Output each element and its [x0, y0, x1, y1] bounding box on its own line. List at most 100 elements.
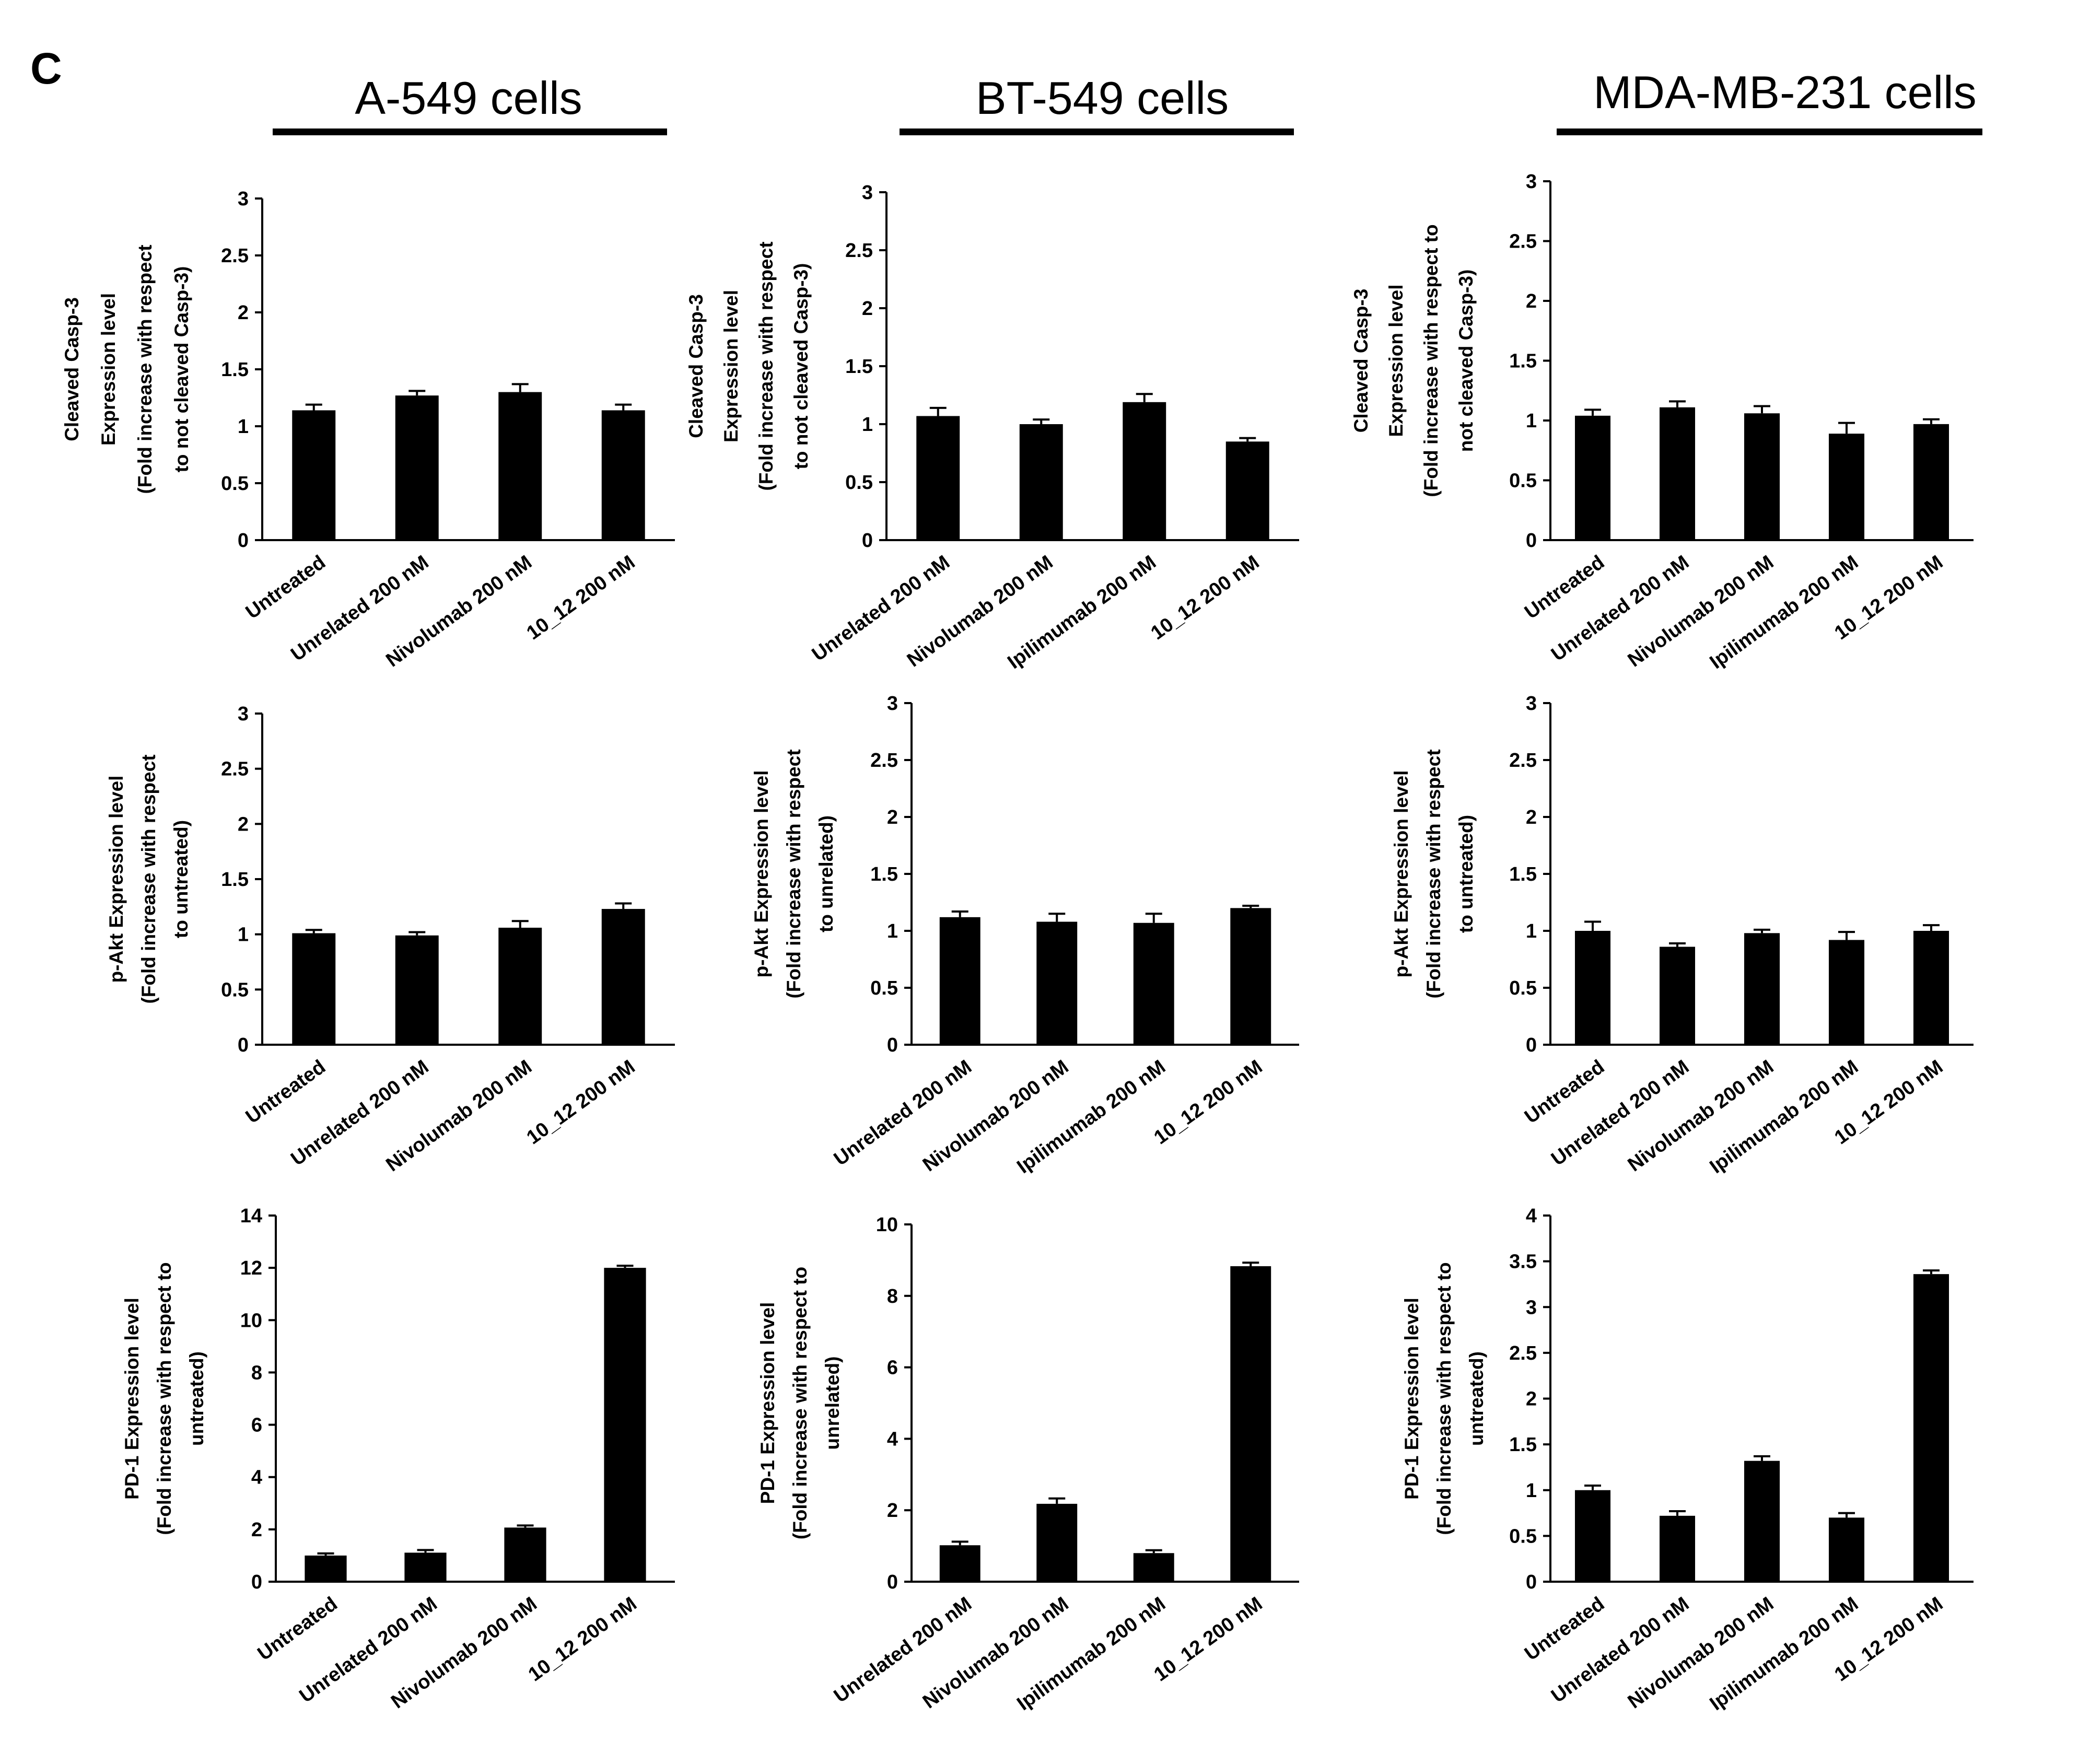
y-axis-label: (Fold increase with respect	[783, 749, 804, 998]
y-axis-label: Cleaved Casp-3	[61, 297, 83, 441]
x-category-label: 10_12 200 nM	[523, 1056, 639, 1149]
y-axis-label: (Fold increase with respect	[755, 241, 777, 490]
bar	[1744, 413, 1780, 540]
y-tick-label: 1	[862, 414, 873, 436]
y-tick-label: 1	[1526, 410, 1537, 432]
bar	[1913, 424, 1949, 540]
column-title-rule-a549	[273, 128, 667, 135]
y-axis-label: to not cleaved Casp-3)	[790, 263, 812, 470]
bar	[1659, 947, 1696, 1045]
y-tick-label: 2	[238, 302, 249, 324]
bar	[1574, 1490, 1611, 1582]
y-axis-label: p-Akt Expression level	[1391, 770, 1412, 978]
x-category-label: Ipilimumab 200 nM	[1706, 1593, 1863, 1715]
bar	[395, 395, 439, 540]
y-tick-label: 8	[251, 1362, 262, 1384]
y-axis-label: PD-1 Expression level	[1401, 1298, 1422, 1500]
x-category-label: Untreated	[242, 551, 330, 623]
bar	[1574, 931, 1611, 1045]
y-tick-label: 2.5	[1509, 750, 1537, 772]
y-tick-label: 3	[238, 703, 249, 725]
y-tick-label: 6	[251, 1415, 262, 1436]
y-axis-label: to unrelated)	[815, 815, 837, 932]
y-tick-label: 0.5	[1509, 977, 1537, 999]
x-category-label: Untreated	[242, 1056, 330, 1128]
y-axis-label: to untreated)	[1455, 815, 1477, 933]
y-tick-label: 2	[1526, 1388, 1537, 1410]
y-axis-label: Expression level	[1385, 284, 1407, 437]
y-tick-label: 0	[1526, 1571, 1537, 1593]
column-title-bt549: BT-549 cells	[976, 72, 1229, 124]
bar	[292, 933, 336, 1045]
y-tick-label: 1	[1526, 920, 1537, 942]
bar	[292, 410, 336, 540]
y-tick-label: 0	[238, 530, 249, 552]
y-tick-label: 2	[887, 1500, 898, 1522]
y-tick-label: 1.5	[845, 356, 873, 378]
y-axis-label: untreated)	[186, 1351, 207, 1446]
bar	[1828, 940, 1865, 1045]
bar	[305, 1555, 347, 1582]
y-tick-label: 3.5	[1509, 1251, 1537, 1273]
y-tick-label: 4	[251, 1467, 262, 1489]
x-category-label: 10_12 200 nM	[1150, 1056, 1267, 1149]
column-title-rule-bt549	[900, 128, 1294, 135]
x-category-label: 10_12 200 nM	[524, 1593, 641, 1686]
y-axis-label: PD-1 Expression level	[757, 1302, 778, 1504]
y-tick-label: 8	[887, 1286, 898, 1307]
y-tick-label: 2	[1526, 807, 1537, 828]
bar	[1913, 1274, 1949, 1582]
y-tick-label: 2.5	[221, 245, 249, 267]
y-tick-label: 14	[240, 1205, 262, 1227]
y-tick-label: 3	[887, 693, 898, 715]
bar	[1133, 1553, 1174, 1582]
y-axis-label: unrelated)	[822, 1357, 843, 1450]
y-axis-label: p-Akt Expression level	[106, 776, 127, 983]
x-category-label: Nivolumab 200 nM	[1624, 551, 1778, 671]
bar	[1913, 931, 1949, 1045]
y-tick-label: 1.5	[221, 359, 249, 381]
bar	[504, 1527, 546, 1582]
y-axis-label: (Fold increase with respect	[134, 244, 156, 494]
y-tick-label: 0	[1526, 530, 1537, 552]
column-title-rule-mdamb231	[1557, 128, 1982, 135]
y-tick-label: 10	[876, 1214, 898, 1236]
y-tick-label: 2.5	[221, 758, 249, 780]
x-category-label: 10_12 200 nM	[1150, 1593, 1267, 1686]
y-tick-label: 0	[238, 1034, 249, 1056]
y-axis-label: (Fold increase with respect to	[1420, 224, 1442, 497]
y-tick-label: 3	[1526, 693, 1537, 715]
y-tick-label: 0.5	[221, 473, 249, 495]
y-axis-label: (Fold increase with respect to	[1433, 1262, 1455, 1535]
bar	[404, 1552, 447, 1582]
y-tick-label: 0	[887, 1571, 898, 1593]
bar	[1744, 933, 1780, 1045]
x-category-label: Unrelated 200 nM	[1547, 1593, 1693, 1707]
x-category-label: 10_12 200 nM	[1147, 551, 1264, 644]
y-tick-label: 3	[1526, 171, 1537, 193]
y-tick-label: 0.5	[870, 977, 898, 999]
y-tick-label: 1	[238, 924, 249, 946]
x-category-label: Nivolumab 200 nM	[1624, 1056, 1778, 1176]
y-axis-label: (Fold increase with respect to	[789, 1267, 811, 1539]
bar	[498, 927, 542, 1045]
bar	[1574, 415, 1611, 540]
y-tick-label: 3	[862, 182, 873, 204]
x-category-label: Ipilimumab 200 nM	[1706, 1056, 1863, 1178]
chart-grid: 0 0.5 1 1.5 2 2.5 3 Untreated Unrelated 200 nM Ni…	[61, 171, 1974, 1715]
bar	[1828, 1517, 1865, 1582]
y-tick-label: 0.5	[1509, 470, 1537, 492]
y-axis-label: not cleaved Casp-3)	[1455, 270, 1477, 452]
y-tick-label: 1	[238, 416, 249, 438]
bar	[1230, 908, 1271, 1045]
y-tick-label: 0.5	[1509, 1525, 1537, 1547]
y-axis-label: to untreated)	[170, 820, 192, 938]
bar	[1659, 1515, 1696, 1582]
y-tick-label: 2	[251, 1519, 262, 1541]
y-tick-label: 1	[887, 920, 898, 942]
